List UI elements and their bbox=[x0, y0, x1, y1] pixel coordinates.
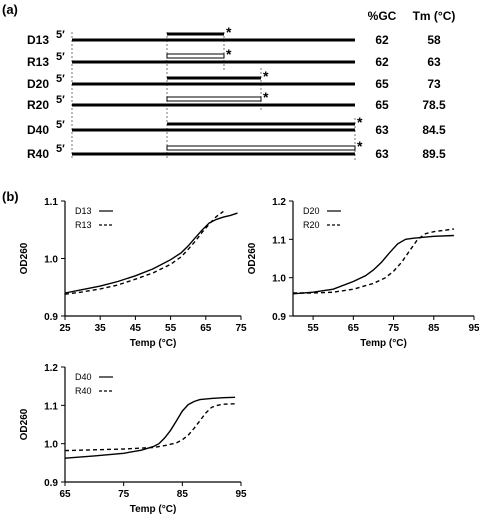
duplex-name-r13: R13 bbox=[27, 55, 49, 69]
x-axis-label: Temp (°C) bbox=[130, 504, 177, 515]
duplex-table: D13 5′ * 62 58 R13 5′ * 62 63 D20 5′ * 65 73 R20 5′ * 65 78… bbox=[27, 24, 446, 161]
y-tick-label: 0.9 bbox=[44, 312, 58, 323]
label-star: * bbox=[357, 138, 363, 154]
x-tick-label: 75 bbox=[388, 323, 400, 334]
y-tick-label: 1.0 bbox=[272, 274, 286, 285]
x-tick-label: 65 bbox=[59, 489, 71, 500]
legend-label-r13: R13 bbox=[75, 220, 92, 230]
series-line-r40 bbox=[64, 403, 236, 452]
x-tick-label: 75 bbox=[235, 323, 247, 334]
x-tick-label: 35 bbox=[95, 323, 107, 334]
tm-value: 78.5 bbox=[422, 98, 446, 112]
y-tick-label: 1.1 bbox=[44, 197, 58, 208]
five-prime-label: 5′ bbox=[56, 119, 65, 131]
duplex-name-d13: D13 bbox=[27, 33, 49, 47]
tm-value: 84.5 bbox=[422, 123, 446, 137]
duplex-name-r40: R40 bbox=[27, 147, 49, 161]
melting-chart-40mer: 65 75 85 95 0.9 1.0 1.1 1.2 Temp (°C) OD260 D40 R40 bbox=[19, 363, 247, 515]
tm-value: 73 bbox=[427, 77, 441, 91]
label-star: * bbox=[357, 114, 363, 130]
gc-value: 65 bbox=[375, 77, 389, 91]
label-star: * bbox=[226, 46, 232, 62]
x-tick-label: 55 bbox=[165, 323, 177, 334]
tm-value: 89.5 bbox=[422, 147, 446, 161]
x-axis-label: Temp (°C) bbox=[360, 338, 407, 349]
x-tick-label: 95 bbox=[468, 323, 479, 334]
rna-probe-strand bbox=[166, 145, 356, 151]
legend-label-d40: D40 bbox=[75, 372, 92, 382]
gc-value: 63 bbox=[375, 147, 389, 161]
y-axis-label: OD260 bbox=[247, 242, 258, 274]
label-star: * bbox=[226, 24, 232, 40]
series-line-d40 bbox=[64, 396, 236, 459]
five-prime-label: 5′ bbox=[56, 94, 65, 106]
rna-probe-strand bbox=[166, 96, 262, 102]
y-tick-label: 0.9 bbox=[44, 478, 58, 489]
series-line-d20 bbox=[292, 234, 454, 295]
melting-chart-13mer: 25 35 45 55 65 75 0.9 1.0 1.1 Temp (°C) OD260 D13 R1… bbox=[19, 197, 247, 349]
legend-label-r40: R40 bbox=[75, 386, 92, 396]
panel-a-label: (a) bbox=[2, 2, 18, 17]
gc-value: 63 bbox=[375, 123, 389, 137]
x-tick-label: 45 bbox=[130, 323, 142, 334]
series-line-r13 bbox=[64, 210, 224, 295]
melting-chart-20mer: 55 65 75 85 95 0.9 1.0 1.1 1.2 Temp (°C) OD260 D20 R… bbox=[247, 197, 479, 349]
five-prime-label: 5′ bbox=[56, 51, 65, 63]
duplex-name-d20: D20 bbox=[27, 77, 49, 91]
y-tick-label: 1.0 bbox=[44, 255, 58, 266]
duplex-name-r20: R20 bbox=[27, 98, 49, 112]
duplex-name-d40: D40 bbox=[27, 123, 49, 137]
tm-value: 58 bbox=[427, 33, 441, 47]
x-tick-label: 85 bbox=[177, 489, 189, 500]
label-star: * bbox=[263, 89, 269, 105]
tm-value: 63 bbox=[427, 55, 441, 69]
panel-b-label: (b) bbox=[2, 189, 19, 204]
y-tick-label: 0.9 bbox=[272, 312, 286, 323]
gc-value: 62 bbox=[375, 33, 389, 47]
x-tick-label: 75 bbox=[118, 489, 130, 500]
x-tick-label: 25 bbox=[59, 323, 71, 334]
x-tick-label: 65 bbox=[200, 323, 212, 334]
y-tick-label: 1.0 bbox=[44, 440, 58, 451]
y-axis-label: OD260 bbox=[19, 242, 30, 274]
five-prime-label: 5′ bbox=[56, 29, 65, 41]
five-prime-label: 5′ bbox=[56, 73, 65, 85]
x-tick-label: 95 bbox=[235, 489, 247, 500]
x-axis-label: Temp (°C) bbox=[130, 338, 177, 349]
legend-label-d20: D20 bbox=[303, 206, 320, 216]
y-tick-label: 1.2 bbox=[272, 197, 286, 208]
legend-label-d13: D13 bbox=[75, 206, 92, 216]
series-line-r20 bbox=[293, 228, 454, 294]
header-tm: Tm (°C) bbox=[413, 9, 456, 23]
label-star: * bbox=[263, 68, 269, 84]
gc-value: 62 bbox=[375, 55, 389, 69]
five-prime-label: 5′ bbox=[56, 143, 65, 155]
legend-label-r20: R20 bbox=[303, 220, 320, 230]
x-tick-label: 55 bbox=[308, 323, 320, 334]
gc-value: 65 bbox=[375, 98, 389, 112]
series-line-d13 bbox=[64, 212, 238, 294]
x-tick-label: 65 bbox=[348, 323, 360, 334]
y-tick-label: 1.2 bbox=[44, 363, 58, 374]
y-tick-label: 1.1 bbox=[272, 235, 286, 246]
y-axis-label: OD260 bbox=[19, 408, 30, 440]
rna-probe-strand bbox=[166, 53, 225, 59]
header-gc: %GC bbox=[368, 9, 397, 23]
y-tick-label: 1.1 bbox=[44, 401, 58, 412]
x-tick-label: 85 bbox=[428, 323, 440, 334]
